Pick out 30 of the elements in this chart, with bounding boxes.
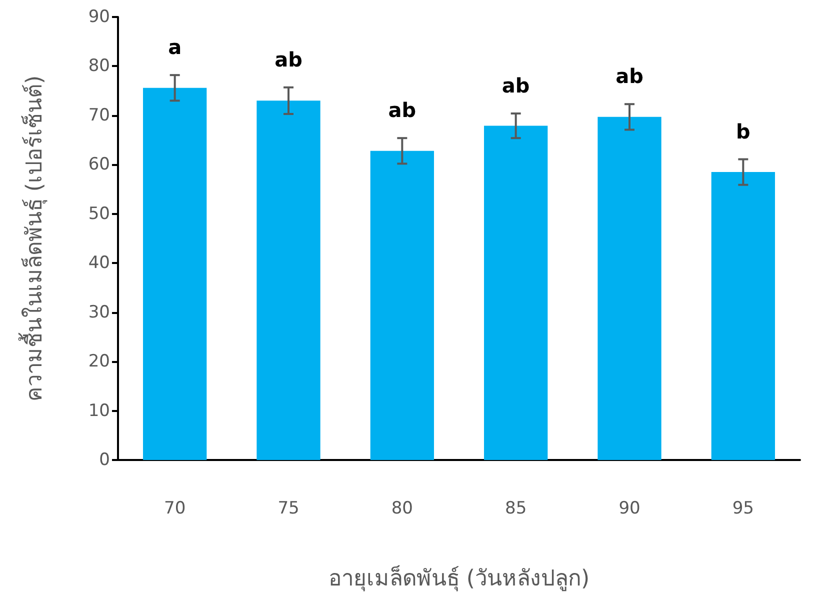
y-tick-label: 30	[88, 302, 110, 322]
bar	[598, 116, 662, 460]
bar	[484, 126, 548, 460]
y-tick-label: 50	[88, 204, 110, 224]
annotation: a	[168, 35, 182, 60]
annotation: ab	[502, 73, 530, 98]
x-axis-title: อายุเมล็ดพันธุ์ (วันหลังปลูก)	[328, 564, 590, 592]
x-tick-label: 90	[618, 498, 640, 518]
bar	[370, 150, 434, 460]
annotation: b	[736, 119, 750, 144]
annotation: ab	[388, 98, 416, 122]
annotation: ab	[274, 47, 302, 72]
bar	[711, 172, 775, 460]
y-tick-label: 10	[88, 400, 110, 421]
annotation: ab	[616, 64, 644, 88]
x-tick-label: 70	[164, 498, 186, 518]
x-tick-label: 80	[391, 498, 413, 518]
y-tick-label: 70	[88, 105, 110, 126]
y-tick-label: 80	[88, 56, 110, 76]
y-tick-label: 60	[88, 154, 110, 175]
y-tick-label: 20	[88, 352, 110, 372]
y-axis-title: ความชื้นในเมล็ดพันธุ์ (เปอร์เซ็นต์)	[18, 75, 48, 402]
bar	[256, 100, 320, 460]
x-tick-label: 85	[505, 498, 527, 518]
x-tick-label: 95	[732, 498, 754, 518]
y-tick-label: 40	[88, 253, 110, 274]
y-tick-label: 90	[88, 7, 110, 27]
x-tick-label: 75	[278, 498, 300, 518]
y-tick-label: 0	[99, 450, 110, 470]
bar	[143, 88, 207, 460]
